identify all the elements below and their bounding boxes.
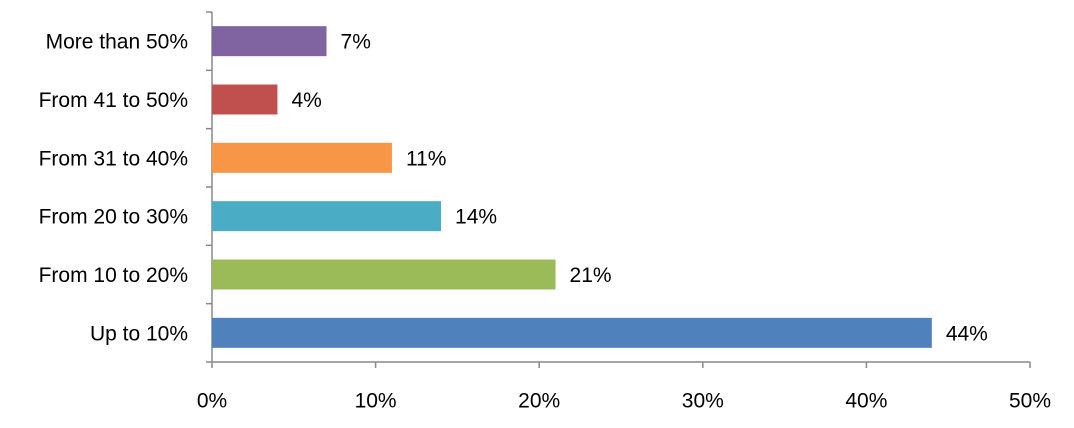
bar bbox=[212, 142, 392, 173]
data-label: 7% bbox=[341, 31, 371, 54]
data-label: 11% bbox=[406, 147, 446, 170]
y-tick-label: More than 50% bbox=[46, 31, 188, 54]
data-label: 44% bbox=[946, 322, 988, 345]
bar bbox=[212, 317, 932, 348]
bar bbox=[212, 201, 442, 232]
x-tick-label: 20% bbox=[518, 390, 560, 413]
bar bbox=[212, 259, 556, 290]
y-tick-label: From 20 to 30% bbox=[39, 206, 188, 229]
x-tick-label: 10% bbox=[355, 390, 397, 413]
data-label: 14% bbox=[455, 206, 497, 229]
y-tick-label: From 31 to 40% bbox=[39, 147, 188, 170]
y-tick-label: From 10 to 20% bbox=[39, 264, 188, 287]
data-label: 4% bbox=[291, 89, 321, 112]
bar bbox=[212, 26, 327, 57]
y-tick-label: Up to 10% bbox=[90, 322, 188, 345]
x-tick-label: 40% bbox=[845, 390, 887, 413]
x-tick-label: 30% bbox=[682, 390, 724, 413]
x-tick-label: 50% bbox=[1009, 390, 1051, 413]
x-tick-label: 0% bbox=[197, 390, 227, 413]
y-tick-label: From 41 to 50% bbox=[39, 89, 188, 112]
data-label: 21% bbox=[570, 264, 612, 287]
bar bbox=[212, 84, 278, 115]
